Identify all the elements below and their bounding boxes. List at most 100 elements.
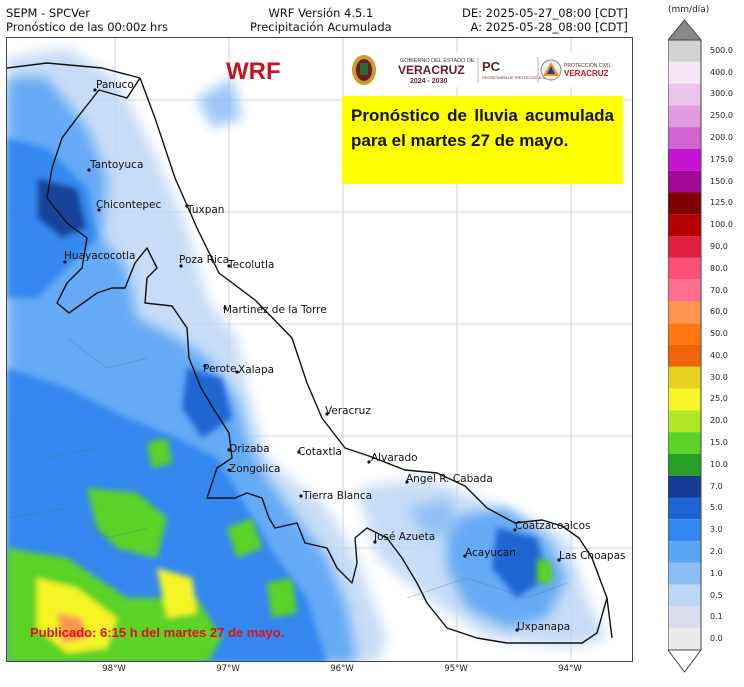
map-svg: Panuco Tantoyuca Chicontepec Tuxpan Huay… xyxy=(7,38,632,661)
colorbar-tick-label: 3.0 xyxy=(710,525,723,535)
city-label-zongolica: Zongolica xyxy=(229,463,280,475)
pc-right2: VERACRUZ xyxy=(564,69,609,78)
city-label-acayucan: Acayucan xyxy=(465,547,516,559)
colorbar-tick-label: 5.0 xyxy=(710,503,723,513)
city-label-alvarado: Alvarado xyxy=(371,452,418,464)
colorbar-tick-label: 125.0 xyxy=(710,198,733,208)
colorbar-tick-label: 150.0 xyxy=(710,176,733,186)
colorbar-cell xyxy=(668,628,701,650)
city-label-tantoyuca: Tantoyuca xyxy=(89,159,143,171)
colorbar-tick-label: 250.0 xyxy=(710,111,733,121)
header-date-to: A: 2025-05-28_08:00 [CDT] xyxy=(470,20,628,34)
header-dates: DE: 2025-05-27_08:00 [CDT] A: 2025-05-28… xyxy=(462,6,628,34)
colorbar-cell xyxy=(668,105,701,128)
header-source-line2: Pronóstico de las 00:00z hrs xyxy=(6,20,169,34)
colorbar-tick-label: 400.0 xyxy=(710,67,733,77)
pc-right1: PROTECCIÓN CIVIL xyxy=(564,62,611,69)
colorbar-tick-label: 15.0 xyxy=(710,438,728,448)
lon-label-95w: 95°W xyxy=(444,664,468,674)
colorbar-tick-label: 70.0 xyxy=(710,285,728,295)
city-label-panuco: Panuco xyxy=(96,79,134,91)
colorbar-tick-label: 175.0 xyxy=(710,154,733,164)
colorbar-tick-label: 90.0 xyxy=(710,241,728,251)
model-label: WRF xyxy=(226,58,281,85)
lon-label-96w: 96°W xyxy=(330,664,354,674)
header-source: SEPM - SPCVer Pronóstico de las 00:00z h… xyxy=(6,6,168,34)
city-label-martinez-de-la-torre: Martinez de la Torre xyxy=(223,304,327,316)
colorbar-cell xyxy=(668,40,701,62)
colorbar-cell xyxy=(668,410,701,433)
city-label-jose-azueta: José Azueta xyxy=(373,531,435,543)
colorbar-tick-label: 0.1 xyxy=(710,612,723,622)
colorbar-cell xyxy=(668,257,701,280)
city-label-chicontepec: Chicontepec xyxy=(96,199,161,211)
colorbar-cell xyxy=(668,606,701,629)
colorbar-tick-label: 20.0 xyxy=(710,416,728,426)
colorbar-tick-label: 7.0 xyxy=(710,481,723,491)
colorbar-tick-label: 30.0 xyxy=(710,372,728,382)
gov-line3: 2024 - 2030 xyxy=(410,78,447,85)
colorbar-cell xyxy=(668,323,701,345)
colorbar-cell xyxy=(668,61,701,84)
city-label-coatzacoalcos: Coatzacoalcos xyxy=(515,520,590,532)
colorbar-tick-label: 2.0 xyxy=(710,546,723,556)
colorbar-tick-label: 80.0 xyxy=(710,263,728,273)
colorbar-cell xyxy=(668,345,701,367)
colorbar-unit: (mm/día) xyxy=(668,5,710,15)
municipal-borders xyxy=(7,337,568,599)
proteccion-civil-icon xyxy=(540,59,562,81)
colorbar-cell xyxy=(668,127,701,149)
city-label-tecolutla: Tecolutla xyxy=(227,259,274,271)
header-model-line1: WRF Versión 4.5.1 xyxy=(268,6,374,20)
colorbar-extend-top xyxy=(668,19,703,41)
city-label-tuxpan: Tuxpan xyxy=(186,204,224,216)
colorbar-tick-label: 0.0 xyxy=(710,634,723,644)
city-label-veracruz: Veracruz xyxy=(325,405,371,417)
lon-label-97w: 97°W xyxy=(216,664,240,674)
colorbar-cell xyxy=(668,453,701,476)
colorbar-cell xyxy=(668,497,701,520)
city-label-uxpanapa: Uxpanapa xyxy=(517,621,570,633)
colorbar-cell xyxy=(668,475,701,498)
colorbar-cell xyxy=(668,170,701,193)
colorbar-tick-label: 40.0 xyxy=(710,350,728,360)
pc-sub: SECRETARÍA DE PROTECCIÓN CIVIL xyxy=(482,75,553,80)
city-label-cotaxtla: Cotaxtla xyxy=(298,446,342,458)
city-label-xalapa: Xalapa xyxy=(238,364,274,376)
colorbar-tick-label: 0.5 xyxy=(710,590,723,600)
colorbar-cell xyxy=(668,236,701,258)
colorbar-tick-label: 1.0 xyxy=(710,568,723,578)
city-label-perote: Perote xyxy=(203,363,237,375)
colorbar-tick-label: 60.0 xyxy=(710,307,728,317)
colorbar-tick-label: 100.0 xyxy=(710,220,733,230)
gov-line2: VERACRUZ xyxy=(398,63,465,77)
colorbar-cell xyxy=(668,388,701,411)
city-labels: Panuco Tantoyuca Chicontepec Tuxpan Huay… xyxy=(64,79,626,633)
colorbar-extend-bottom xyxy=(668,649,702,673)
colorbar-tick-label: 50.0 xyxy=(710,329,728,339)
forecast-note: Pronóstico de lluvia acumulada para el m… xyxy=(342,96,623,184)
logos-svg: GOBIERNO DEL ESTADO DE VERACRUZ 2024 - 2… xyxy=(352,55,611,85)
header-model: WRF Versión 4.5.1 Precipitación Acumulad… xyxy=(250,6,392,34)
city-label-poza-rica: Poza Rica xyxy=(179,254,229,266)
colorbar-cell xyxy=(668,584,701,607)
city-label-las-choapas: Las Choapas xyxy=(559,550,626,562)
colorbar-tick-label: 500.0 xyxy=(710,45,733,55)
published-note: Publicado: 6:15 h del martes 27 de mayo. xyxy=(30,625,285,640)
colorbar-cell xyxy=(668,519,701,542)
gov-line1: GOBIERNO DEL ESTADO DE xyxy=(400,58,475,64)
colorbar-cell xyxy=(668,192,701,215)
institution-logos: GOBIERNO DEL ESTADO DE VERACRUZ 2024 - 2… xyxy=(350,53,628,87)
city-label-orizaba: Orizaba xyxy=(229,443,270,455)
header-source-line1: SEPM - SPCVer xyxy=(6,6,90,20)
colorbar-cell xyxy=(668,562,701,585)
pc-short: PC xyxy=(482,59,501,74)
veracruz-seal-icon xyxy=(352,55,376,85)
colorbar-tick-label: 10.0 xyxy=(710,459,728,469)
colorbar-tick-label: 300.0 xyxy=(710,89,733,99)
colorbar-cell xyxy=(668,214,701,237)
colorbar-cell xyxy=(668,279,701,302)
header-model-line2: Precipitación Acumulada xyxy=(250,20,392,34)
colorbar-cell xyxy=(668,432,701,454)
colorbar-cell xyxy=(668,148,701,171)
